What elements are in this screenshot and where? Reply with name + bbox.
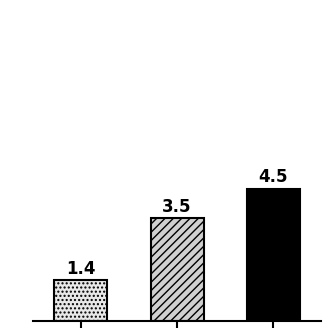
Bar bbox=[54, 280, 107, 321]
Bar bbox=[151, 218, 204, 321]
Text: 4.5: 4.5 bbox=[258, 168, 288, 186]
Text: 1.4: 1.4 bbox=[66, 260, 96, 278]
Bar bbox=[247, 189, 300, 321]
Text: 3.5: 3.5 bbox=[162, 198, 192, 216]
